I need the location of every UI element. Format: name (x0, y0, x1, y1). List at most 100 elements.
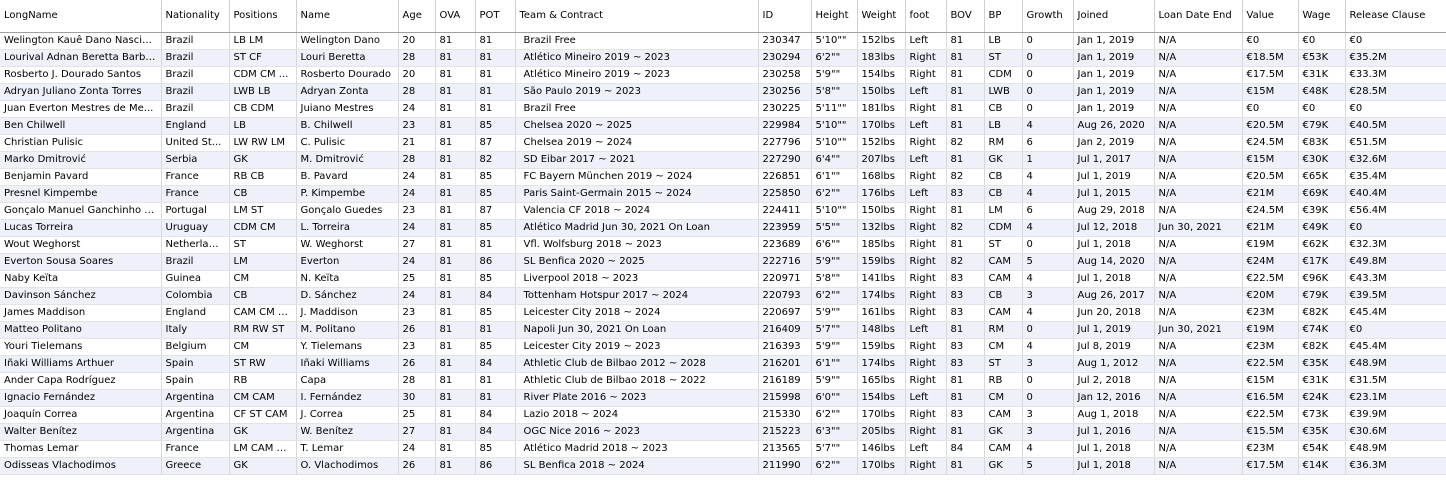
cell-foot[interactable]: Left (905, 389, 947, 407)
cell-ova[interactable]: 81 (435, 270, 476, 288)
cell-weight[interactable]: 154lbs (857, 389, 906, 407)
cell-value[interactable]: €15M (1242, 151, 1299, 169)
cell-joined[interactable]: Aug 29, 2018 (1073, 202, 1155, 220)
cell-id[interactable]: 216393 (758, 338, 812, 356)
cell-height[interactable]: 5'9"" (811, 304, 858, 322)
cell-positions[interactable]: CM (229, 338, 297, 356)
cell-longname[interactable]: Gonçalo Manuel Ganchinho G... (0, 202, 162, 220)
cell-foot[interactable]: Left (905, 83, 947, 101)
cell-value[interactable]: €19M (1242, 236, 1299, 254)
cell-height[interactable]: 5'9"" (811, 253, 858, 271)
cell-team[interactable]: São Paulo 2019 ~ 2023 (515, 83, 759, 101)
cell-height[interactable]: 5'10"" (811, 32, 858, 50)
cell-bov[interactable]: 81 (946, 321, 985, 339)
cell-height[interactable]: 5'8"" (811, 83, 858, 101)
col-header-bp[interactable]: BP (984, 0, 1023, 33)
cell-growth[interactable]: 4 (1022, 117, 1074, 135)
cell-positions[interactable]: LWB LB (229, 83, 297, 101)
cell-pot[interactable]: 85 (475, 338, 516, 356)
table-row[interactable]: Naby Keïta Guinea CM N. Keïta 25 81 85 Liverpoo… (0, 270, 1446, 288)
col-header-name[interactable]: Name (296, 0, 399, 33)
cell-foot[interactable]: Right (905, 66, 947, 84)
cell-joined[interactable]: Jul 1, 2019 (1073, 168, 1155, 186)
table-row[interactable]: Marko Dmitrović Serbia GK M. Dmitrović 28 81 8… (0, 151, 1446, 169)
cell-name[interactable]: Adryan Zonta (296, 83, 399, 101)
cell-release-clause[interactable]: €39.9M (1345, 406, 1446, 424)
cell-foot[interactable]: Right (905, 287, 947, 305)
cell-age[interactable]: 30 (398, 389, 436, 407)
cell-release-clause[interactable]: €32.3M (1345, 236, 1446, 254)
cell-pot[interactable]: 81 (475, 372, 516, 390)
cell-bov[interactable]: 81 (946, 202, 985, 220)
cell-height[interactable]: 6'0"" (811, 389, 858, 407)
cell-release-clause[interactable]: €23.1M (1345, 389, 1446, 407)
cell-team[interactable]: Liverpool 2018 ~ 2023 (515, 270, 759, 288)
cell-id[interactable]: 222716 (758, 253, 812, 271)
cell-positions[interactable]: CB (229, 185, 297, 203)
cell-weight[interactable]: 183lbs (857, 49, 906, 67)
table-row[interactable]: Gonçalo Manuel Ganchinho G... Portugal LM … (0, 202, 1446, 220)
cell-longname[interactable]: Wout Weghorst (0, 236, 162, 254)
cell-weight[interactable]: 181lbs (857, 100, 906, 118)
cell-weight[interactable]: 150lbs (857, 202, 906, 220)
cell-wage[interactable]: €82K (1298, 338, 1346, 356)
cell-weight[interactable]: 141lbs (857, 270, 906, 288)
cell-weight[interactable]: 185lbs (857, 236, 906, 254)
cell-foot[interactable]: Right (905, 270, 947, 288)
cell-joined[interactable]: Jan 1, 2019 (1073, 66, 1155, 84)
cell-foot[interactable]: Right (905, 168, 947, 186)
cell-growth[interactable]: 5 (1022, 457, 1074, 475)
cell-release-clause[interactable]: €32.6M (1345, 151, 1446, 169)
cell-ova[interactable]: 81 (435, 406, 476, 424)
cell-team[interactable]: Lazio 2018 ~ 2024 (515, 406, 759, 424)
cell-growth[interactable]: 0 (1022, 66, 1074, 84)
cell-loan-end[interactable]: N/A (1154, 423, 1243, 441)
cell-height[interactable]: 6'2"" (811, 457, 858, 475)
col-header-positions[interactable]: Positions (229, 0, 297, 33)
cell-value[interactable]: €23M (1242, 304, 1299, 322)
cell-pot[interactable]: 84 (475, 406, 516, 424)
cell-name[interactable]: Juiano Mestres (296, 100, 399, 118)
cell-pot[interactable]: 81 (475, 66, 516, 84)
cell-name[interactable]: W. Weghorst (296, 236, 399, 254)
cell-ova[interactable]: 81 (435, 355, 476, 373)
cell-joined[interactable]: Aug 26, 2020 (1073, 117, 1155, 135)
cell-bp[interactable]: LB (984, 117, 1023, 135)
cell-value[interactable]: €15.5M (1242, 423, 1299, 441)
cell-positions[interactable]: LB LM (229, 32, 297, 50)
cell-bov[interactable]: 83 (946, 338, 985, 356)
cell-id[interactable]: 220793 (758, 287, 812, 305)
cell-release-clause[interactable]: €0 (1345, 219, 1446, 237)
cell-name[interactable]: T. Lemar (296, 440, 399, 458)
cell-height[interactable]: 5'5"" (811, 219, 858, 237)
cell-ova[interactable]: 81 (435, 253, 476, 271)
col-header-joined[interactable]: Joined (1073, 0, 1155, 33)
cell-id[interactable]: 225850 (758, 185, 812, 203)
cell-weight[interactable]: 150lbs (857, 83, 906, 101)
cell-longname[interactable]: Joaquín Correa (0, 406, 162, 424)
cell-weight[interactable]: 146lbs (857, 440, 906, 458)
cell-release-clause[interactable]: €30.6M (1345, 423, 1446, 441)
cell-release-clause[interactable]: €0 (1345, 321, 1446, 339)
cell-team[interactable]: Valencia CF 2018 ~ 2024 (515, 202, 759, 220)
cell-bp[interactable]: CAM (984, 304, 1023, 322)
cell-loan-end[interactable]: N/A (1154, 355, 1243, 373)
cell-value[interactable]: €18.5M (1242, 49, 1299, 67)
cell-wage[interactable]: €79K (1298, 117, 1346, 135)
cell-bp[interactable]: CAM (984, 270, 1023, 288)
cell-foot[interactable]: Right (905, 134, 947, 152)
cell-loan-end[interactable]: N/A (1154, 389, 1243, 407)
cell-name[interactable]: Capa (296, 372, 399, 390)
cell-nationality[interactable]: Guinea (161, 270, 230, 288)
cell-bp[interactable]: RM (984, 134, 1023, 152)
cell-bov[interactable]: 81 (946, 49, 985, 67)
cell-foot[interactable]: Left (905, 321, 947, 339)
cell-value[interactable]: €22.5M (1242, 270, 1299, 288)
cell-bov[interactable]: 81 (946, 66, 985, 84)
cell-growth[interactable]: 4 (1022, 185, 1074, 203)
cell-nationality[interactable]: England (161, 304, 230, 322)
cell-pot[interactable]: 87 (475, 134, 516, 152)
cell-growth[interactable]: 3 (1022, 287, 1074, 305)
cell-height[interactable]: 5'8"" (811, 270, 858, 288)
cell-positions[interactable]: RB (229, 372, 297, 390)
